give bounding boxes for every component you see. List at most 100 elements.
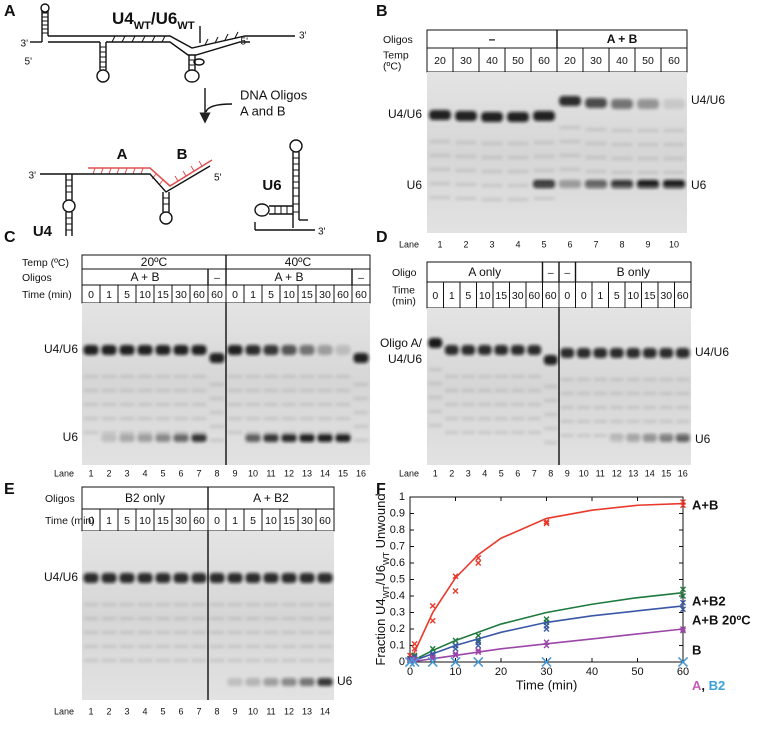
gel-smear — [461, 431, 475, 434]
gel-band — [299, 345, 315, 355]
text-part: B2 — [709, 678, 726, 693]
gel-smear — [507, 184, 529, 187]
gel-smear — [593, 392, 607, 395]
row-label: Oligo — [392, 267, 417, 279]
gel-smear — [577, 406, 591, 409]
band-label: U4/U6 — [695, 345, 729, 359]
gel-band — [137, 345, 153, 355]
data-point — [450, 657, 461, 667]
gel-smear — [173, 389, 189, 392]
header-cell: 5 — [465, 290, 471, 302]
gel-smear — [137, 659, 153, 662]
header-cell: 15 — [495, 290, 507, 302]
lane-number: 4 — [482, 468, 487, 478]
lane-number: 8 — [619, 239, 624, 249]
lane-number: 3 — [466, 468, 471, 478]
header-cell: 30 — [660, 290, 672, 302]
gel-smear — [101, 431, 117, 434]
text-part: /U6 — [151, 9, 177, 28]
data-point — [475, 555, 482, 562]
gel-smear — [544, 427, 558, 430]
gel-smear — [119, 617, 135, 620]
lane-number: 2 — [106, 468, 111, 478]
gel-smear — [676, 378, 690, 381]
gel-smear — [191, 403, 207, 406]
header-cell: 60 — [193, 515, 205, 527]
data-point — [475, 632, 482, 639]
gel-smear — [455, 155, 477, 158]
gel-smear — [191, 375, 207, 378]
band-label: U4/U6 — [691, 93, 725, 107]
gel-smear — [137, 431, 153, 434]
header-cell: – — [564, 267, 570, 279]
gel-smear — [659, 420, 673, 423]
x-tick-label: 0 — [407, 666, 413, 678]
gel-smear — [173, 645, 189, 648]
complex-title: U4WT/U6WT — [112, 9, 195, 31]
gel-smear — [637, 157, 659, 160]
x-tick-label: 30 — [540, 666, 552, 678]
header-cell: 20ºC — [141, 255, 168, 269]
gel-smear — [137, 645, 153, 648]
gel-smear — [317, 431, 333, 434]
lane-number: 7 — [196, 468, 201, 478]
gel-smear — [481, 142, 503, 145]
fit-curve — [409, 605, 684, 663]
header-cell: 30 — [175, 289, 187, 301]
header-cell: 60 — [538, 55, 550, 67]
gel-band — [227, 678, 243, 686]
gel-smear — [281, 603, 297, 606]
gel-smear — [101, 645, 117, 648]
gel-smear — [245, 659, 261, 662]
header-cell: 1 — [232, 515, 238, 527]
gel-smear — [155, 631, 171, 634]
gel-smear — [317, 603, 333, 606]
data-point — [680, 626, 686, 632]
gel-smear — [101, 631, 117, 634]
gel-smear — [209, 411, 225, 414]
x-tick-label: 60 — [677, 666, 689, 678]
strand-end: 3' — [29, 171, 37, 182]
gel-smear — [461, 417, 475, 420]
gel-smear — [155, 403, 171, 406]
band-label: U6 — [337, 674, 353, 688]
gel-smear — [577, 392, 591, 395]
gel-smear — [559, 154, 581, 157]
data-point — [543, 616, 550, 623]
gel-smear — [455, 169, 477, 172]
gel-smear — [227, 431, 243, 434]
lane-number: 1 — [88, 706, 93, 716]
gel-smear — [263, 659, 279, 662]
y-tick-label: 0.9 — [390, 507, 405, 519]
gel-band — [281, 678, 297, 686]
gel-smear — [643, 378, 657, 381]
lane-label: Lane — [54, 706, 74, 716]
band-label: U4/U6 — [388, 352, 422, 366]
gel-smear — [611, 171, 633, 174]
gel-smear — [481, 170, 503, 173]
gel-smear — [263, 417, 279, 420]
gel-smear — [155, 617, 171, 620]
gel-band — [281, 434, 297, 442]
data-point — [541, 657, 552, 667]
gel-smear — [245, 645, 261, 648]
gel-smear — [281, 631, 297, 634]
gel-smear — [173, 631, 189, 634]
rna-label: U6 — [262, 177, 281, 194]
data-point — [680, 606, 686, 613]
data-point — [680, 498, 686, 505]
gel-smear — [353, 425, 369, 428]
header-cell: 60 — [528, 290, 540, 302]
gel-smear — [626, 378, 640, 381]
strand-end: 5' — [214, 173, 222, 184]
gel-smear — [353, 383, 369, 386]
gel-smear — [119, 659, 135, 662]
series-label: B — [692, 642, 701, 657]
lane-number: 7 — [196, 706, 201, 716]
gel-smear — [428, 410, 442, 413]
text-part: Fraction U4 — [373, 598, 388, 665]
header-cell: 60 — [319, 515, 331, 527]
lane-number: 16 — [356, 468, 366, 478]
panel-letter: E — [4, 481, 15, 498]
lane-number: 11 — [266, 468, 275, 478]
